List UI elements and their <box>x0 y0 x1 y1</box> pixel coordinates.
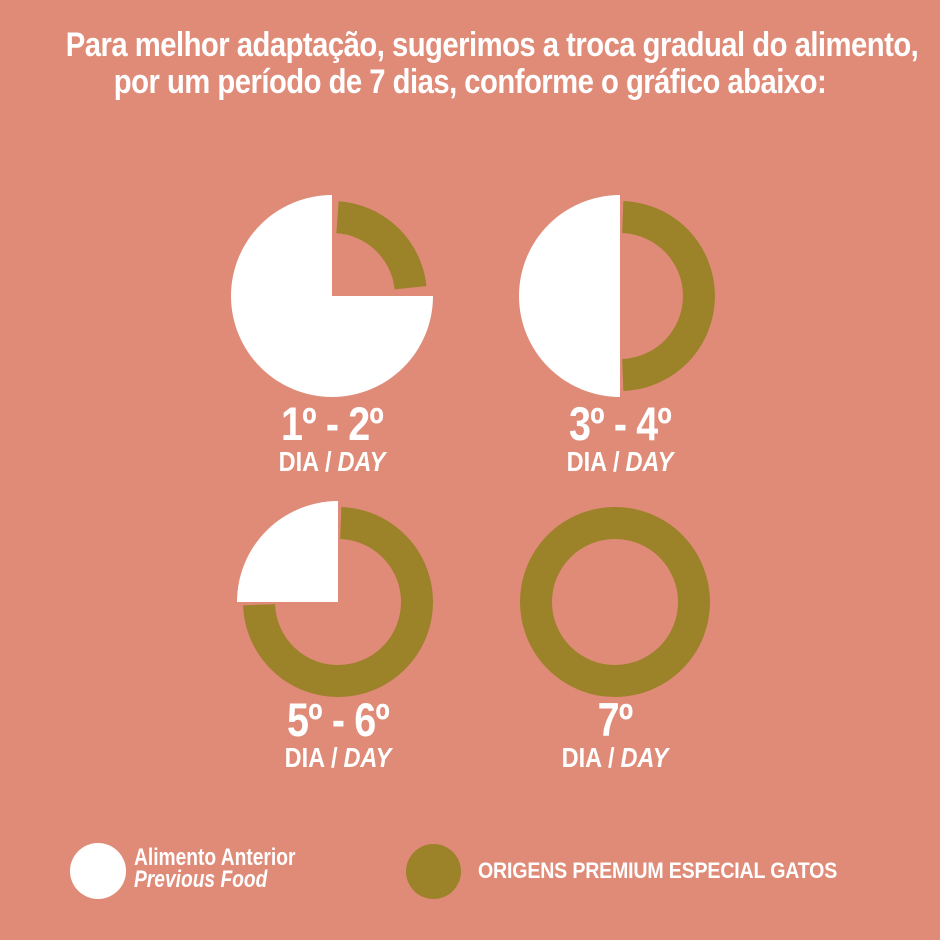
day-range-label: 5º - 6º <box>287 693 390 746</box>
chart-label-day-7: 7º DIA / DAY <box>495 693 735 773</box>
previous-food-label-pt: Alimento Anterior <box>134 844 296 871</box>
separator-text: / <box>608 742 615 773</box>
page-title: Para melhor adaptação, sugerimos a troca… <box>0 27 940 101</box>
title-line-1: Para melhor adaptação, sugerimos a troca… <box>65 26 919 64</box>
transition-pie-day-5-6 <box>237 501 433 697</box>
day-text: DAY <box>625 446 674 477</box>
separator-text: / <box>613 446 620 477</box>
day-text: DAY <box>337 446 386 477</box>
dia-day-label: DIA / DAY <box>237 743 439 773</box>
day-text: DAY <box>620 742 669 773</box>
separator-text: / <box>325 446 332 477</box>
chart-label-day-3-4: 3º - 4º DIA / DAY <box>500 397 740 477</box>
day-range-label: 3º - 4º <box>569 397 672 450</box>
chart-label-day-1-2: 1º - 2º DIA / DAY <box>212 397 452 477</box>
day-range-label: 7º <box>597 693 634 746</box>
transition-pie-day-7 <box>520 507 710 697</box>
day-text: DAY <box>343 742 392 773</box>
transition-pie-day-3-4 <box>519 195 715 397</box>
title-line-2: por um período de 7 dias, conforme o grá… <box>113 63 827 101</box>
previous-food-label-en: Previous Food <box>134 866 268 893</box>
dia-text: DIA <box>561 742 603 773</box>
separator-text: / <box>331 742 338 773</box>
new-food-swatch <box>406 844 461 899</box>
dia-day-label: DIA / DAY <box>231 447 433 477</box>
dia-text: DIA <box>566 446 608 477</box>
dia-text: DIA <box>278 446 320 477</box>
new-food-legend-label: ORIGENS PREMIUM ESPECIAL GATOS <box>478 858 838 883</box>
transition-pie-day-1-2 <box>231 195 433 397</box>
dia-day-label: DIA / DAY <box>514 743 716 773</box>
day-range-label: 1º - 2º <box>281 397 384 450</box>
chart-label-day-5-6: 5º - 6º DIA / DAY <box>218 693 458 773</box>
previous-food-swatch <box>70 843 126 899</box>
previous-food-legend-label: Alimento Anterior Previous Food <box>134 844 336 893</box>
dia-day-label: DIA / DAY <box>519 447 721 477</box>
dia-text: DIA <box>284 742 326 773</box>
